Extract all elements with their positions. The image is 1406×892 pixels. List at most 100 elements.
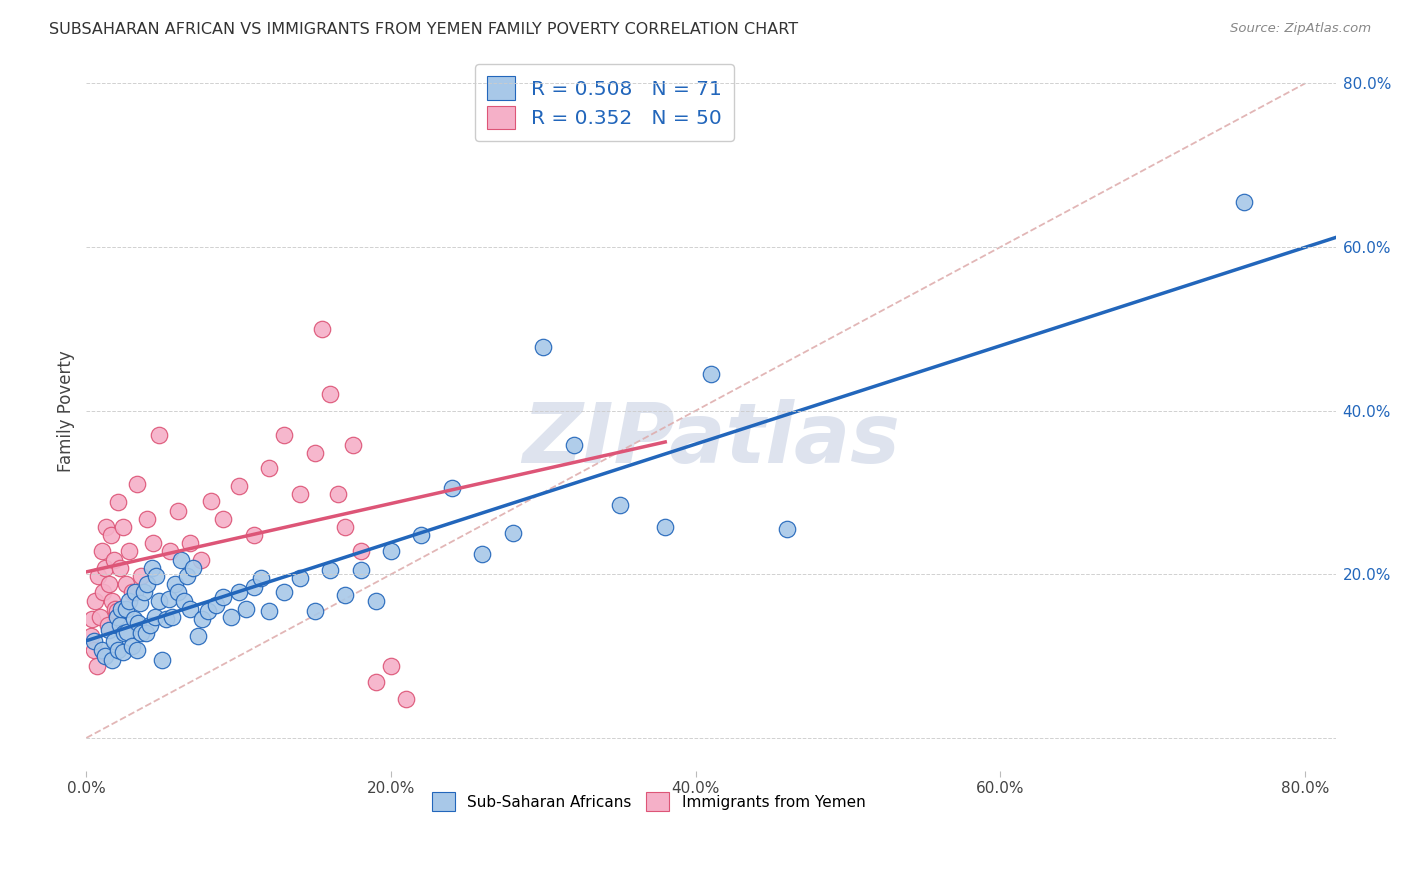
Point xyxy=(103,552,125,566)
Point xyxy=(609,498,631,512)
Point xyxy=(176,569,198,583)
Point xyxy=(163,577,186,591)
Y-axis label: Family Poverty: Family Poverty xyxy=(58,350,75,472)
Point xyxy=(127,616,149,631)
Point xyxy=(128,596,150,610)
Point xyxy=(157,591,180,606)
Point xyxy=(98,577,121,591)
Point xyxy=(200,493,222,508)
Point xyxy=(84,593,107,607)
Point xyxy=(125,477,148,491)
Point xyxy=(145,569,167,583)
Point xyxy=(170,552,193,566)
Point xyxy=(166,585,188,599)
Point xyxy=(121,640,143,654)
Point xyxy=(159,544,181,558)
Point xyxy=(87,569,110,583)
Point xyxy=(143,610,166,624)
Point xyxy=(155,612,177,626)
Point xyxy=(121,585,143,599)
Point xyxy=(319,563,342,577)
Point xyxy=(311,322,333,336)
Point xyxy=(82,612,104,626)
Point xyxy=(179,601,201,615)
Point xyxy=(319,387,342,401)
Point xyxy=(191,612,214,626)
Point xyxy=(111,520,134,534)
Point xyxy=(273,428,295,442)
Point xyxy=(83,642,105,657)
Point xyxy=(304,446,326,460)
Point xyxy=(152,653,174,667)
Legend: Sub-Saharan Africans, Immigrants from Yemen: Sub-Saharan Africans, Immigrants from Ye… xyxy=(426,786,872,817)
Point xyxy=(380,544,402,558)
Point xyxy=(101,593,124,607)
Point xyxy=(139,618,162,632)
Point xyxy=(197,604,219,618)
Point xyxy=(288,487,311,501)
Text: SUBSAHARAN AFRICAN VS IMMIGRANTS FROM YEMEN FAMILY POVERTY CORRELATION CHART: SUBSAHARAN AFRICAN VS IMMIGRANTS FROM YE… xyxy=(49,22,799,37)
Point xyxy=(160,610,183,624)
Point xyxy=(250,571,273,585)
Point xyxy=(136,577,159,591)
Point xyxy=(304,604,326,618)
Point xyxy=(342,438,364,452)
Point xyxy=(186,629,208,643)
Point xyxy=(212,591,235,605)
Point xyxy=(122,612,145,626)
Point xyxy=(118,593,141,607)
Point xyxy=(273,585,295,599)
Point xyxy=(115,601,138,615)
Point xyxy=(349,563,371,577)
Point xyxy=(243,580,266,594)
Point xyxy=(136,511,159,525)
Point xyxy=(364,593,387,607)
Point xyxy=(166,503,188,517)
Point xyxy=(115,577,138,591)
Point xyxy=(212,511,235,525)
Point xyxy=(1233,195,1256,210)
Point xyxy=(107,495,129,509)
Point xyxy=(105,604,128,618)
Point xyxy=(107,642,129,657)
Point xyxy=(91,585,114,599)
Point xyxy=(335,520,357,534)
Point xyxy=(700,367,723,381)
Point xyxy=(531,340,554,354)
Point xyxy=(228,479,250,493)
Text: ZIPatlas: ZIPatlas xyxy=(522,399,900,480)
Point xyxy=(654,520,676,534)
Point xyxy=(108,561,131,575)
Point xyxy=(181,561,204,575)
Point xyxy=(124,585,146,599)
Point xyxy=(83,634,105,648)
Point xyxy=(93,649,115,664)
Point xyxy=(118,544,141,558)
Point xyxy=(228,585,250,599)
Point xyxy=(243,528,266,542)
Text: Source: ZipAtlas.com: Source: ZipAtlas.com xyxy=(1230,22,1371,36)
Point xyxy=(117,624,139,639)
Point xyxy=(104,601,127,615)
Point xyxy=(135,626,157,640)
Point xyxy=(349,544,371,558)
Point xyxy=(90,544,112,558)
Point xyxy=(288,571,311,585)
Point xyxy=(108,618,131,632)
Point xyxy=(440,482,463,496)
Point xyxy=(190,552,212,566)
Point xyxy=(98,623,121,637)
Point xyxy=(380,659,402,673)
Point xyxy=(141,561,163,575)
Point xyxy=(100,528,122,542)
Point xyxy=(326,487,349,501)
Point xyxy=(105,610,128,624)
Point xyxy=(125,642,148,657)
Point xyxy=(89,610,111,624)
Point xyxy=(134,585,156,599)
Point xyxy=(129,626,152,640)
Point xyxy=(129,569,152,583)
Point xyxy=(502,526,524,541)
Point xyxy=(562,438,585,452)
Point xyxy=(148,428,170,442)
